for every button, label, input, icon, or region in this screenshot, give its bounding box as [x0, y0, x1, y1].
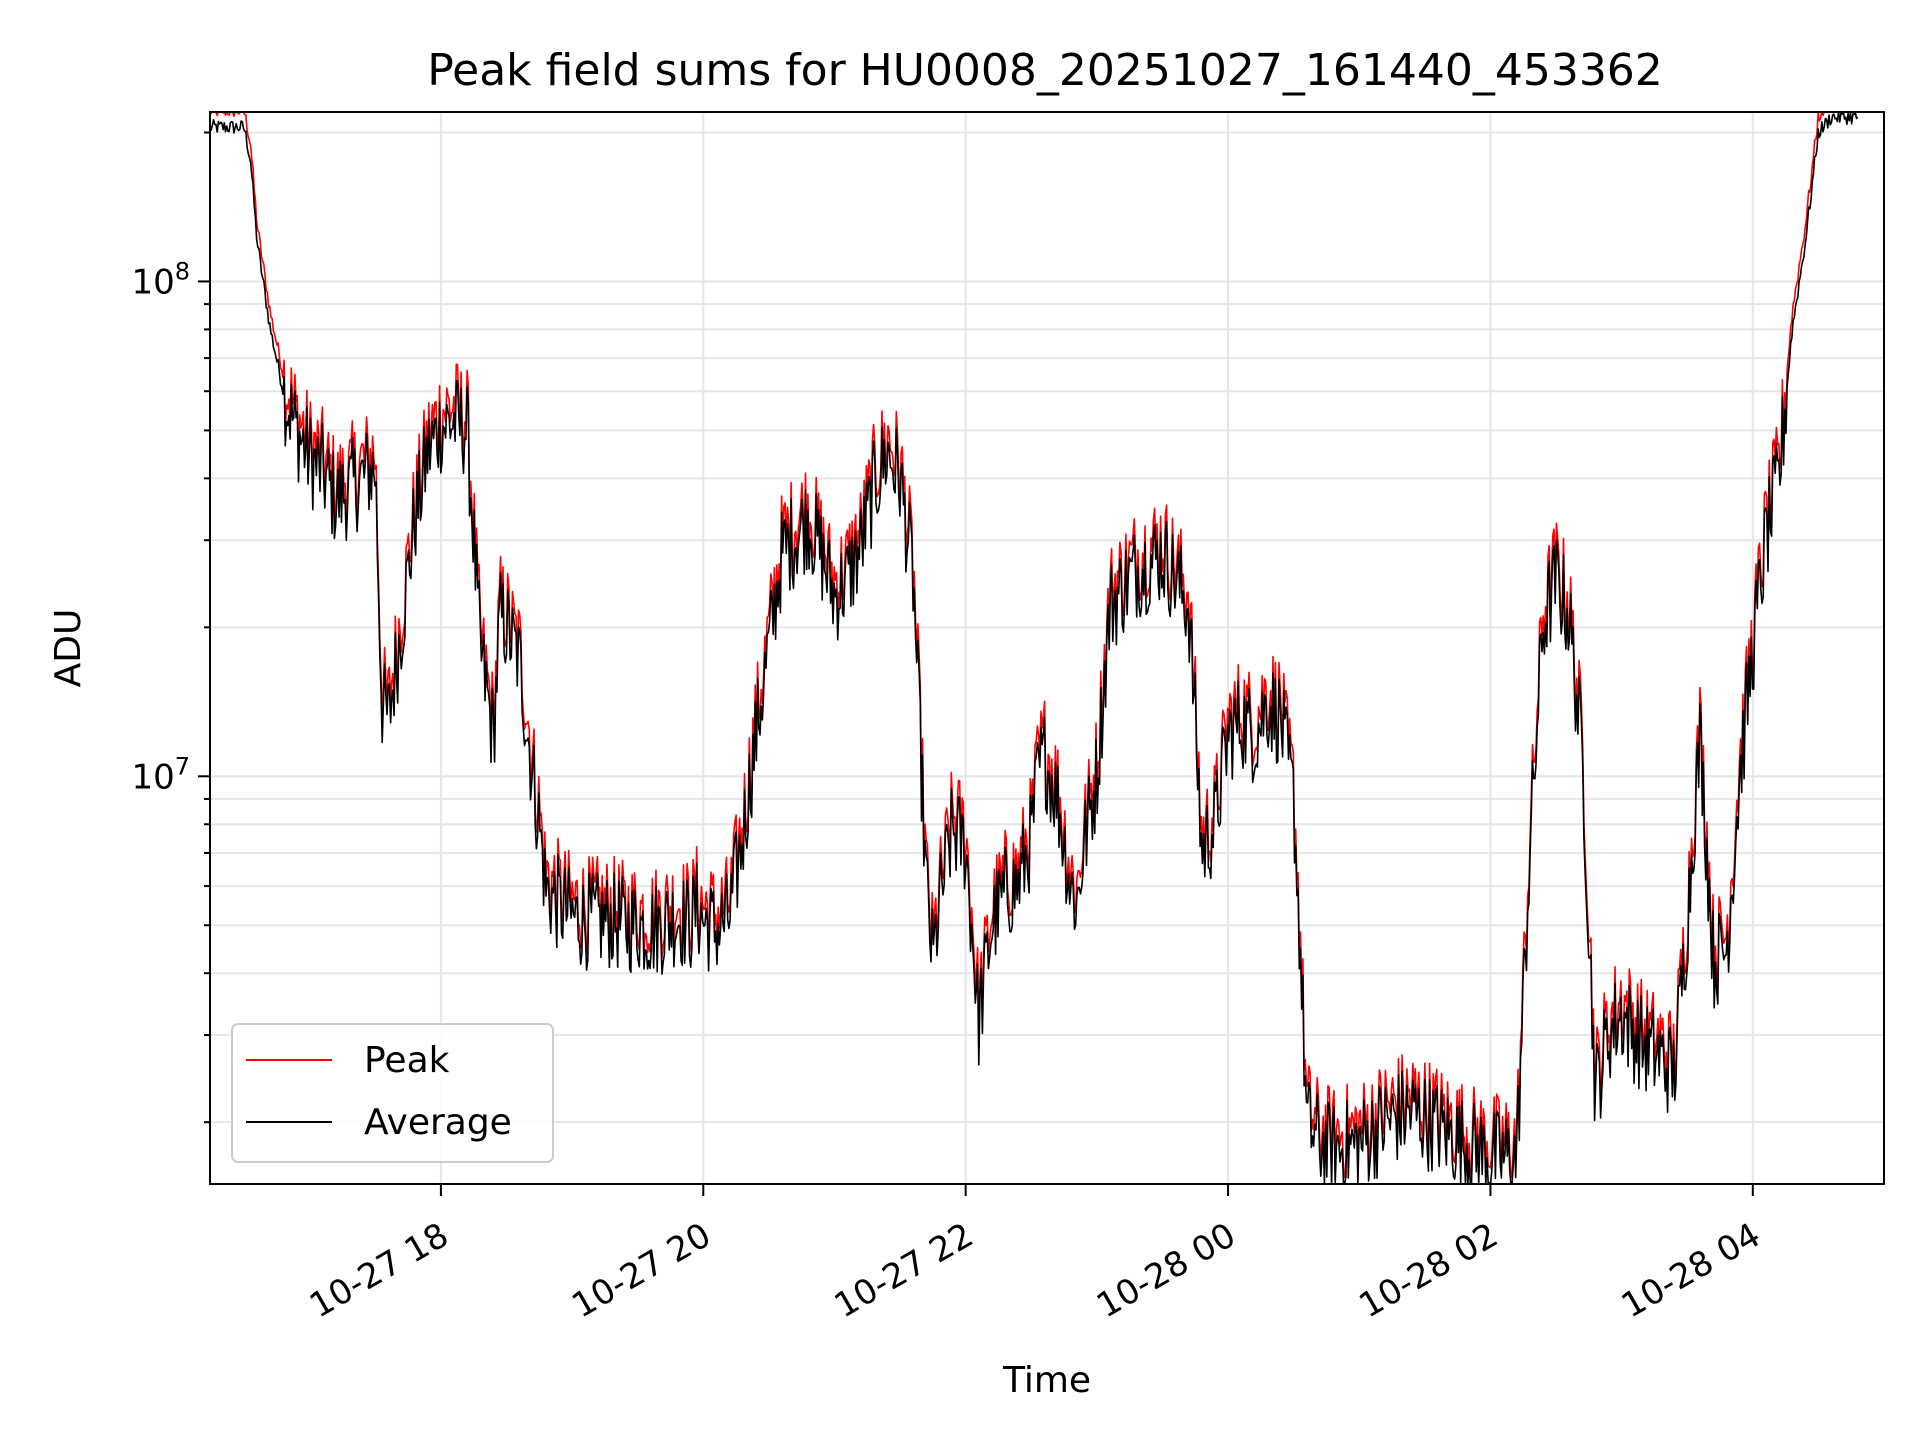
plot-lines — [209, 111, 1859, 1185]
y-tick-label: 108 — [131, 257, 190, 302]
series-average-line — [209, 111, 1859, 1185]
plot-frame — [209, 111, 1885, 1185]
y-axis-label: ADU — [48, 609, 89, 688]
legend: Peak Average — [231, 1023, 554, 1163]
chart-title: Peak field sums for HU0008_20251027_1614… — [427, 45, 1663, 96]
y-tick-label: 107 — [131, 752, 190, 797]
grid — [210, 112, 1884, 1184]
legend-average-label: Average — [364, 1102, 512, 1143]
legend-box — [231, 1023, 554, 1163]
x-axis-label: Time — [1002, 1360, 1091, 1401]
legend-peak-label: Peak — [364, 1040, 450, 1081]
